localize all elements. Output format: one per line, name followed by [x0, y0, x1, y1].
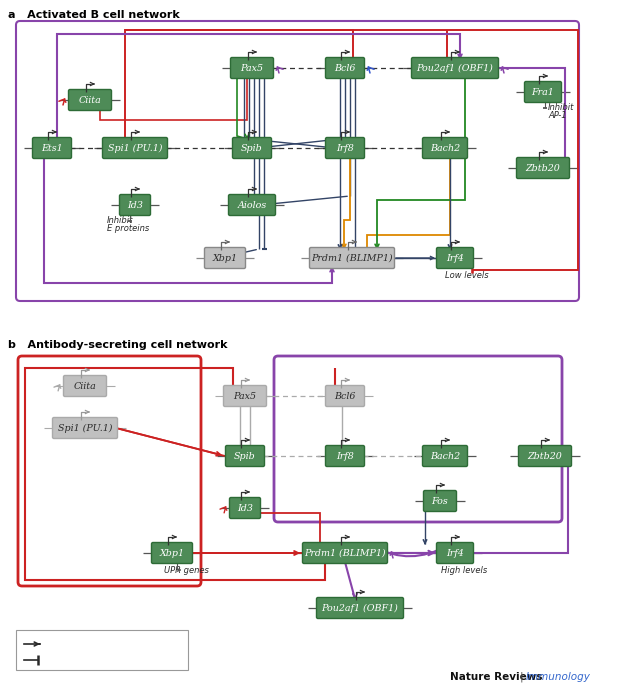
Text: Spi1 (PU.1): Spi1 (PU.1): [108, 143, 162, 153]
Text: Spib: Spib: [241, 143, 263, 153]
Text: UPR genes: UPR genes: [164, 566, 209, 575]
FancyBboxPatch shape: [317, 597, 404, 619]
FancyBboxPatch shape: [437, 247, 473, 269]
FancyBboxPatch shape: [424, 490, 457, 512]
FancyBboxPatch shape: [310, 247, 394, 269]
FancyBboxPatch shape: [119, 195, 151, 216]
Text: Ets1: Ets1: [41, 143, 63, 153]
FancyBboxPatch shape: [325, 58, 364, 79]
FancyBboxPatch shape: [325, 445, 364, 466]
Text: Irf4: Irf4: [446, 549, 464, 558]
Text: a   Activated B cell network: a Activated B cell network: [8, 10, 180, 20]
Text: Irf8: Irf8: [336, 143, 354, 153]
Text: Bcl6: Bcl6: [334, 64, 356, 73]
Text: Ciita: Ciita: [78, 95, 101, 105]
Text: AP-1: AP-1: [548, 111, 567, 120]
Text: Ciita: Ciita: [73, 382, 96, 390]
FancyBboxPatch shape: [230, 497, 261, 519]
Text: Bach2: Bach2: [430, 143, 460, 153]
Text: Zbtb20: Zbtb20: [526, 164, 560, 173]
Text: Spi1 (PU.1): Spi1 (PU.1): [58, 423, 112, 432]
FancyBboxPatch shape: [325, 138, 364, 158]
FancyBboxPatch shape: [519, 445, 572, 466]
FancyBboxPatch shape: [302, 543, 388, 564]
Text: Fos: Fos: [432, 497, 448, 506]
Text: Irf4: Irf4: [446, 253, 464, 262]
Text: Spib: Spib: [234, 451, 256, 460]
Text: Pou2af1 (OBF1): Pou2af1 (OBF1): [417, 64, 493, 73]
Text: Inhibit: Inhibit: [548, 103, 574, 112]
Text: Inhibit: Inhibit: [107, 216, 133, 225]
Text: Low levels: Low levels: [445, 271, 489, 280]
FancyBboxPatch shape: [325, 386, 364, 406]
FancyBboxPatch shape: [32, 138, 72, 158]
Text: Pou2af1 (OBF1): Pou2af1 (OBF1): [322, 603, 399, 612]
Text: Fra1: Fra1: [532, 88, 554, 97]
FancyBboxPatch shape: [152, 543, 192, 564]
FancyBboxPatch shape: [524, 82, 562, 103]
FancyBboxPatch shape: [516, 158, 570, 179]
Text: Zbtb20: Zbtb20: [527, 451, 562, 460]
Text: Xbp1: Xbp1: [213, 253, 238, 262]
Text: Bcl6: Bcl6: [334, 392, 356, 401]
FancyBboxPatch shape: [437, 543, 473, 564]
Text: Xbp1: Xbp1: [159, 549, 185, 558]
FancyBboxPatch shape: [52, 417, 118, 438]
Text: E proteins: E proteins: [107, 224, 149, 233]
Text: Transcriptional repression: Transcriptional repression: [44, 656, 160, 664]
FancyBboxPatch shape: [205, 247, 246, 269]
FancyBboxPatch shape: [422, 445, 468, 466]
Text: b   Antibody-secreting cell network: b Antibody-secreting cell network: [8, 340, 228, 350]
Text: Prdm1 (BLIMP1): Prdm1 (BLIMP1): [304, 549, 386, 558]
FancyBboxPatch shape: [231, 58, 274, 79]
Text: |: |: [520, 672, 524, 682]
Text: Irf8: Irf8: [336, 451, 354, 460]
FancyBboxPatch shape: [226, 445, 264, 466]
FancyBboxPatch shape: [228, 195, 276, 216]
Text: Id3: Id3: [237, 503, 253, 512]
Text: Pax5: Pax5: [233, 392, 256, 401]
Text: High levels: High levels: [441, 566, 487, 575]
Text: Bach2: Bach2: [430, 451, 460, 460]
Text: Nature Reviews: Nature Reviews: [450, 672, 542, 682]
FancyBboxPatch shape: [233, 138, 271, 158]
FancyBboxPatch shape: [223, 386, 266, 406]
Text: Id3: Id3: [127, 201, 143, 210]
Text: Aiolos: Aiolos: [238, 201, 267, 210]
FancyBboxPatch shape: [422, 138, 468, 158]
Text: Pax5: Pax5: [241, 64, 264, 73]
FancyBboxPatch shape: [103, 138, 167, 158]
FancyBboxPatch shape: [16, 630, 188, 670]
Text: Prdm1 (BLIMP1): Prdm1 (BLIMP1): [311, 253, 393, 262]
Text: Transcriptional activation: Transcriptional activation: [44, 640, 159, 649]
FancyBboxPatch shape: [412, 58, 498, 79]
Text: Immunology: Immunology: [526, 672, 591, 682]
FancyBboxPatch shape: [63, 375, 106, 397]
FancyBboxPatch shape: [68, 90, 111, 110]
